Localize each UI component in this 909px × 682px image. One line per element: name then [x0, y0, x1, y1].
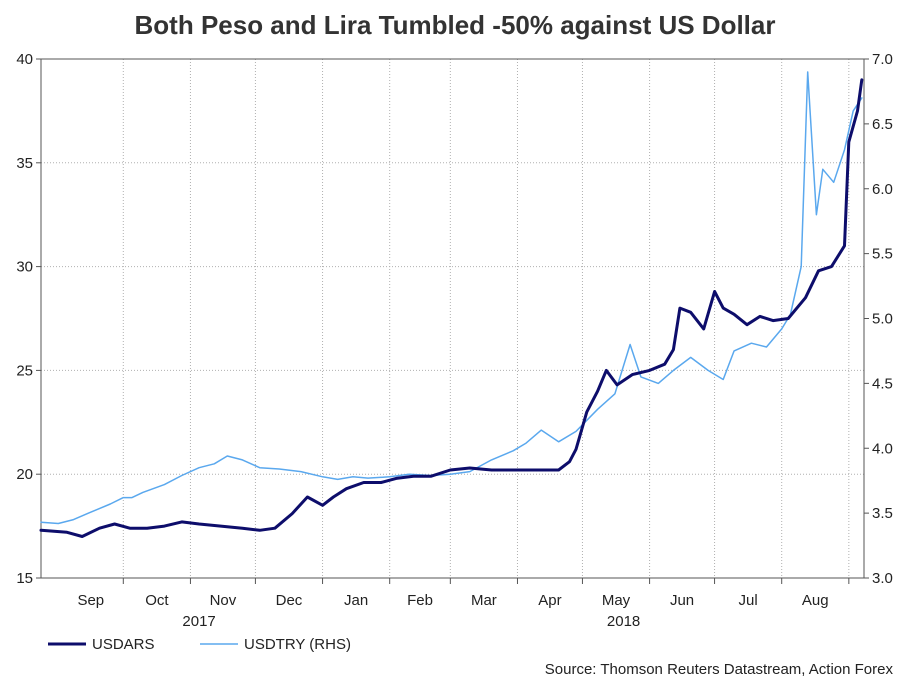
x-month-label: Jul	[739, 592, 758, 609]
x-month-label: Jun	[670, 592, 694, 609]
legend-label-usdtry: USDTRY (RHS)	[244, 636, 351, 653]
x-month-label: Mar	[471, 592, 497, 609]
x-year-label: 2017	[182, 613, 215, 630]
y-right-tick-label: 5.0	[872, 311, 893, 328]
chart-title: Both Peso and Lira Tumbled -50% against …	[135, 10, 776, 40]
y-right-tick-label: 3.5	[872, 505, 893, 522]
x-month-label: Oct	[145, 592, 169, 609]
grid-lines	[41, 59, 864, 578]
x-month-label: Sep	[77, 592, 104, 609]
x-month-label: Apr	[538, 592, 561, 609]
x-month-label: Aug	[802, 592, 829, 609]
x-month-label: Feb	[407, 592, 433, 609]
series-layer	[39, 71, 864, 538]
y-axis-right: 3.0 3.5 4.0 4.5 5.0 5.5 6.0 6.5 7.0	[864, 51, 893, 587]
x-month-label: Nov	[210, 592, 237, 609]
y-right-tick-label: 4.0	[872, 440, 893, 457]
x-year-label: 2018	[607, 613, 640, 630]
source-note: Source: Thomson Reuters Datastream, Acti…	[545, 661, 894, 678]
y-right-tick-label: 6.0	[872, 181, 893, 198]
series-line-usdars	[39, 78, 864, 538]
y-right-tick-label: 3.0	[872, 570, 893, 587]
y-right-tick-label: 6.5	[872, 116, 893, 133]
y-left-tick-label: 40	[16, 51, 33, 68]
x-month-label: Dec	[276, 592, 303, 609]
y-left-tick-label: 30	[16, 259, 33, 276]
y-axis-left: 15 20 25 30 35 40	[16, 51, 41, 587]
y-left-tick-label: 20	[16, 466, 33, 483]
series-line-usdtry	[40, 71, 863, 525]
y-left-tick-label: 25	[16, 362, 33, 379]
x-month-label: Jan	[344, 592, 368, 609]
y-left-tick-label: 15	[16, 570, 33, 587]
x-axis: Sep Oct Nov Dec Jan Feb Mar Apr May Jun Jul Aug 2017…	[77, 578, 850, 630]
x-month-label: May	[602, 592, 631, 609]
y-right-tick-label: 5.5	[872, 246, 893, 263]
y-right-tick-label: 4.5	[872, 375, 893, 392]
y-right-tick-label: 7.0	[872, 51, 893, 68]
y-left-tick-label: 35	[16, 155, 33, 172]
legend: USDARS USDTRY (RHS)	[48, 636, 351, 653]
legend-label-usdars: USDARS	[92, 636, 155, 653]
